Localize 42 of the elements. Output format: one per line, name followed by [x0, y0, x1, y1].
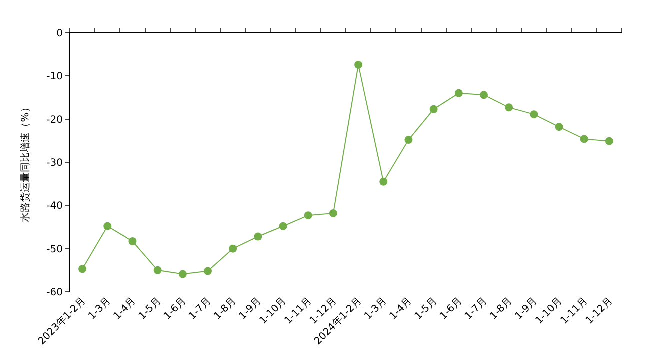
y-tick-label: -30	[46, 158, 63, 169]
point	[404, 136, 413, 144]
x-tick-label: 1-4月	[112, 296, 138, 322]
x-tick-label: 1-3月	[362, 296, 390, 322]
x-tick-label: 1-6月	[162, 296, 189, 322]
x-tick-label: 1-4月	[388, 296, 414, 322]
point	[178, 270, 187, 278]
x-tick-label: 1-8月	[212, 296, 239, 322]
point	[128, 237, 137, 246]
point	[480, 91, 488, 100]
point	[380, 178, 388, 186]
y-tick-label: -40	[46, 201, 63, 212]
y-axis-title: 水路货运量同比增速（%）	[20, 102, 32, 222]
x-tick-label: 1-7月	[187, 296, 214, 322]
point	[104, 222, 112, 230]
x-tick-label: 1-6月	[438, 296, 465, 322]
y-tick-label: -60	[46, 288, 63, 298]
x-tick-label: 1-8月	[488, 296, 515, 322]
point	[530, 110, 538, 119]
point	[279, 222, 288, 230]
point	[204, 267, 212, 276]
x-tick-label: 1-7月	[463, 296, 490, 322]
y-tick-label: -10	[46, 72, 63, 83]
point	[254, 232, 262, 241]
y-tick-label: -20	[46, 114, 63, 126]
point	[329, 209, 338, 218]
point	[354, 60, 363, 69]
point	[430, 105, 438, 114]
point	[505, 104, 514, 112]
x-tick-label: 1-3月	[86, 296, 114, 322]
point	[229, 244, 238, 253]
point	[78, 265, 87, 274]
point	[605, 137, 614, 146]
point	[454, 89, 463, 98]
x-tick-label: 1-5月	[137, 296, 164, 322]
point	[304, 212, 312, 220]
point	[555, 123, 564, 132]
y-tick-label: -50	[46, 244, 63, 256]
point	[154, 266, 162, 274]
y-tick-label: 0	[56, 28, 63, 40]
point	[580, 135, 588, 144]
x-tick-label: 1-5月	[413, 296, 440, 322]
